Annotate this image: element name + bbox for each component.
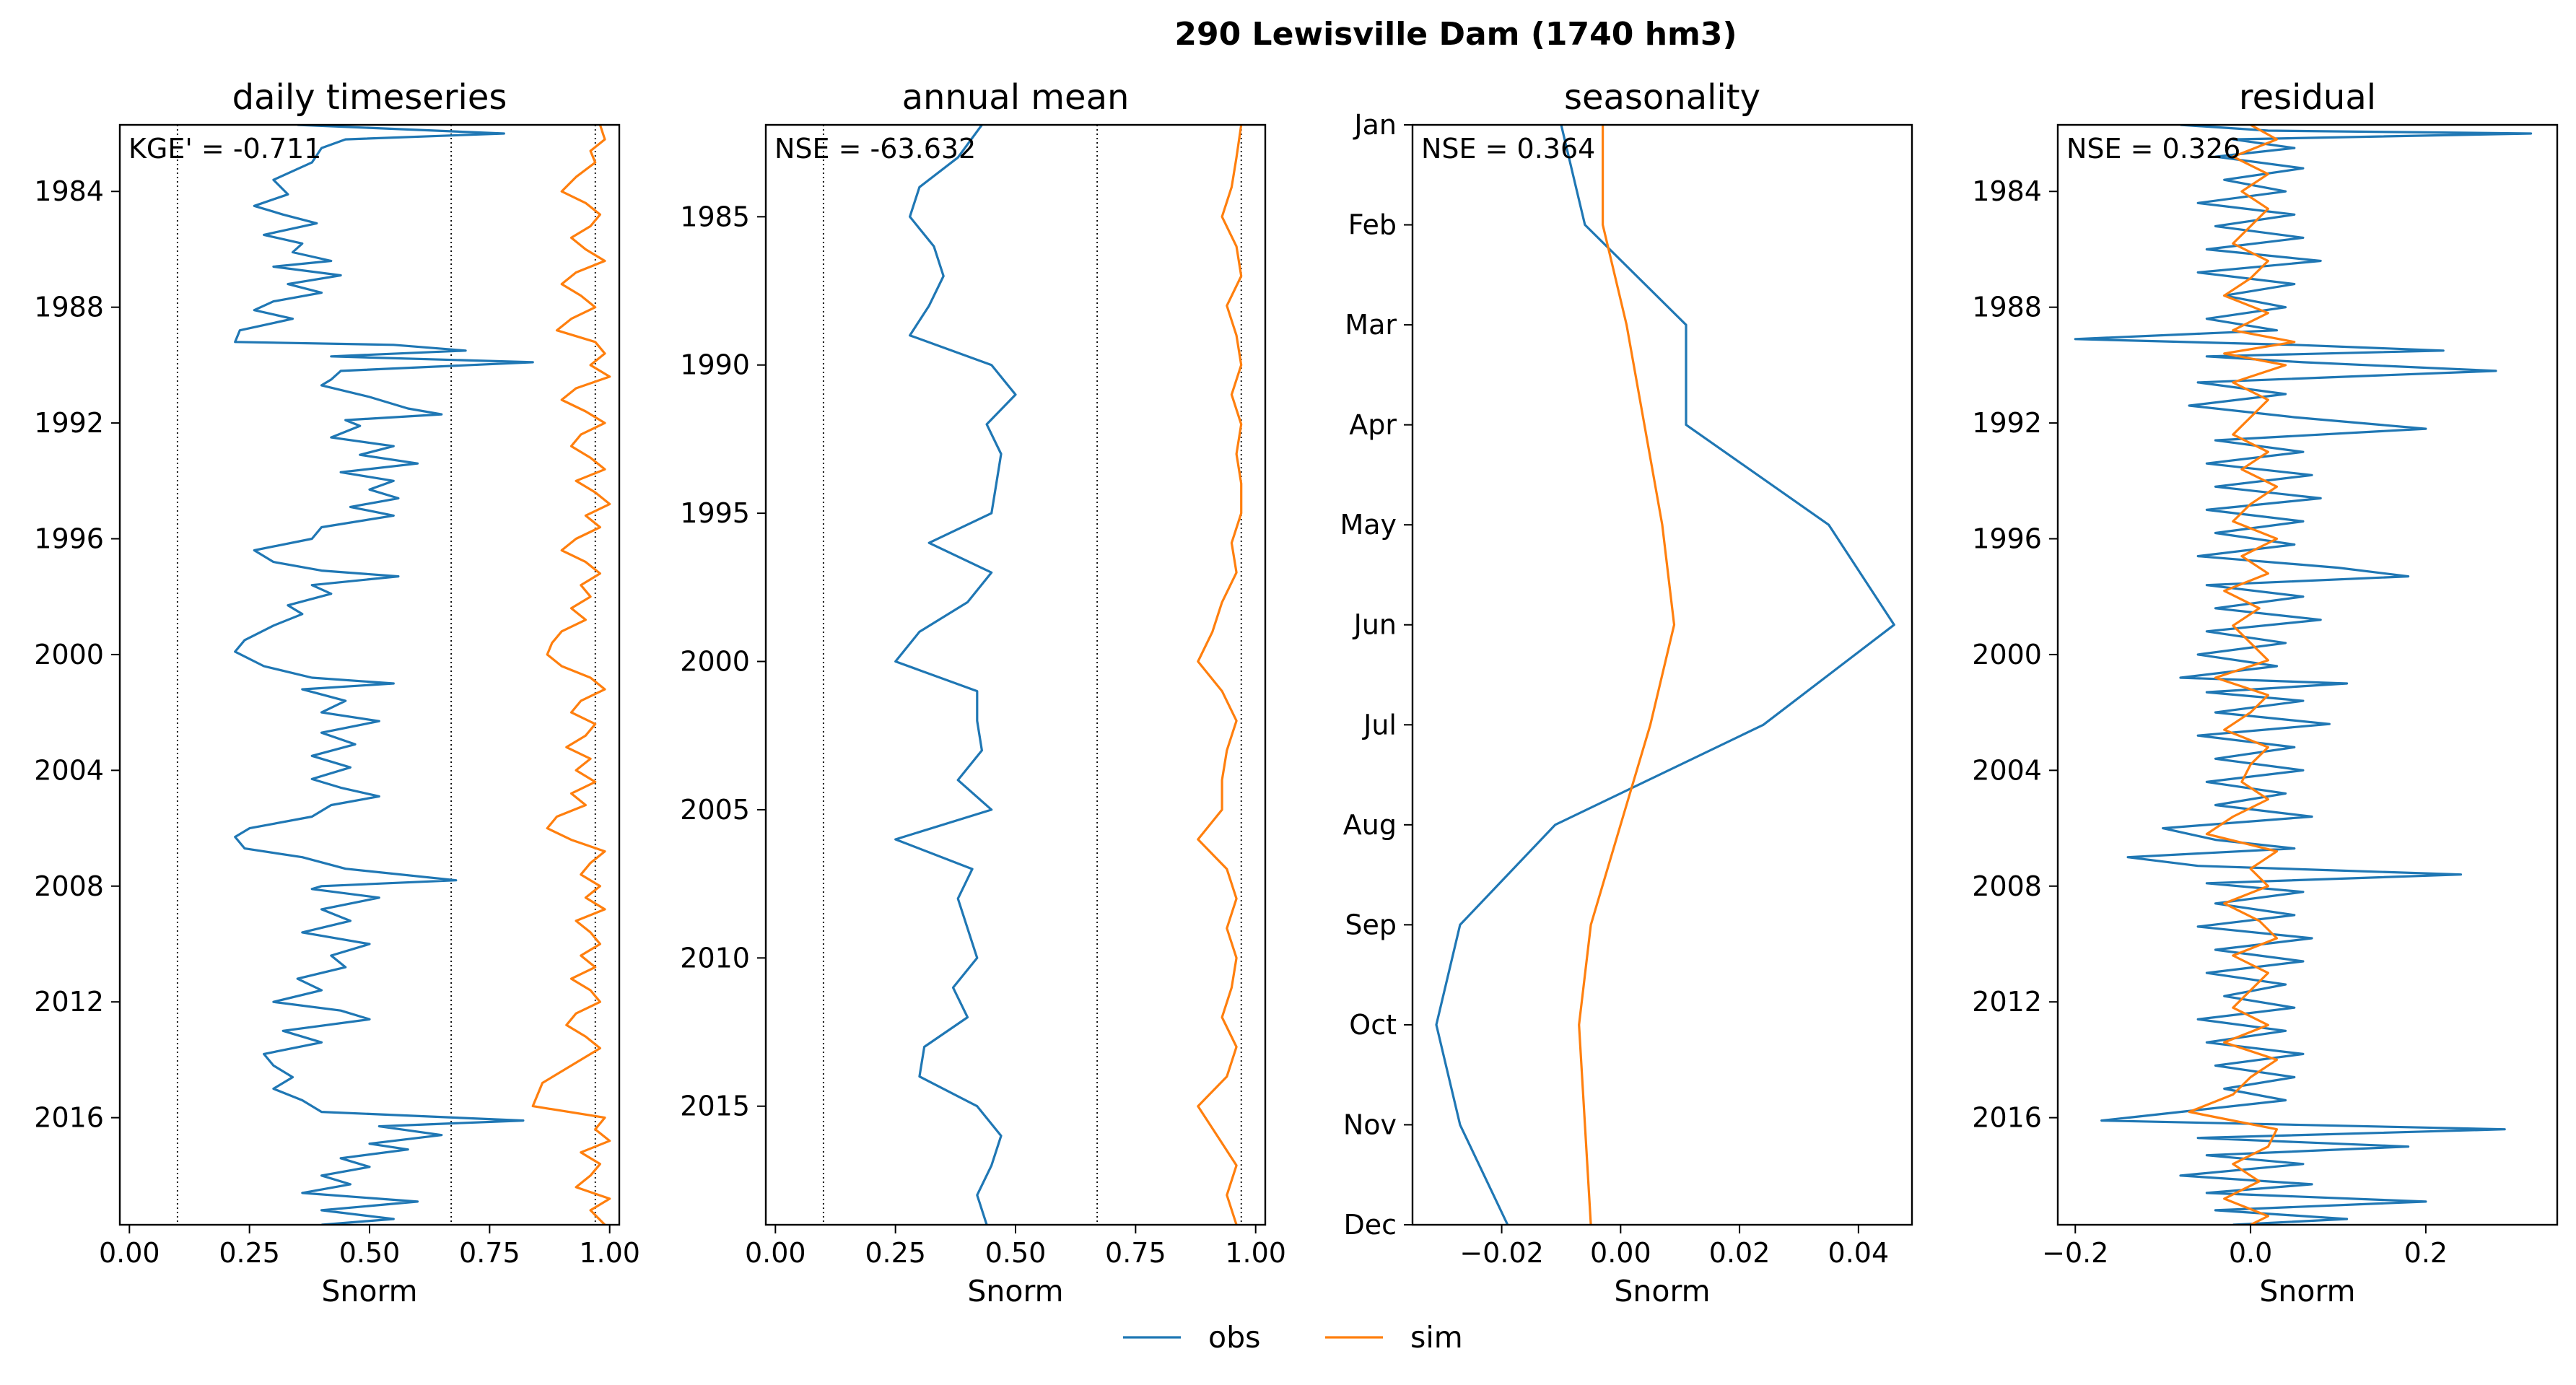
metric-annotation: NSE = 0.326 bbox=[2066, 133, 2240, 165]
series-line-obs bbox=[234, 125, 534, 1225]
y-tick-label: 1995 bbox=[680, 497, 750, 529]
y-tick-label: 1990 bbox=[680, 349, 750, 381]
x-tick-label: 0.75 bbox=[459, 1237, 520, 1269]
y-tick-label: Oct bbox=[1349, 1009, 1397, 1041]
y-tick-label: 2000 bbox=[680, 646, 750, 678]
series-line-obs bbox=[1435, 125, 1895, 1225]
x-tick-label: 0.04 bbox=[1828, 1237, 1890, 1269]
legend-label: obs bbox=[1208, 1320, 1260, 1355]
y-tick-label: 2016 bbox=[1972, 1102, 2042, 1134]
figure-suptitle: 290 Lewisville Dam (1740 hm3) bbox=[1174, 16, 1737, 53]
series-line-obs bbox=[894, 125, 1017, 1225]
x-tick-label: 0.02 bbox=[1709, 1237, 1771, 1269]
x-axis-label: Snorm bbox=[2259, 1274, 2355, 1308]
y-tick-label: Jan bbox=[1353, 109, 1397, 141]
axes-frame bbox=[2056, 123, 2559, 1226]
y-tick-label: 2015 bbox=[680, 1091, 750, 1122]
x-tick-label: 0.00 bbox=[745, 1237, 806, 1269]
legend: obs sim bbox=[1123, 1320, 1463, 1355]
x-tick-label: 0.00 bbox=[99, 1237, 160, 1269]
y-tick-label: 2012 bbox=[1972, 986, 2042, 1018]
series-line-sim bbox=[1578, 125, 1676, 1225]
y-tick-label: 1985 bbox=[680, 201, 750, 232]
y-tick-label: 1984 bbox=[34, 175, 104, 207]
panel-title: daily timeseries bbox=[232, 77, 507, 118]
y-tick-label: 2016 bbox=[34, 1102, 104, 1134]
panels: daily timeseries 0.00 0.25 0.50 0.75 1.00 1984… bbox=[34, 77, 2559, 1308]
y-tick-label: 2004 bbox=[1972, 754, 2042, 786]
panel-1: daily timeseries 0.00 0.25 0.50 0.75 1.00 1984… bbox=[34, 77, 640, 1308]
y-tick-label: 2008 bbox=[34, 870, 104, 902]
y-tick-label: 2004 bbox=[34, 754, 104, 786]
series-line-sim bbox=[531, 125, 611, 1225]
y-tick-label: 2008 bbox=[1972, 870, 2042, 902]
y-tick-label: 2000 bbox=[1972, 639, 2042, 670]
x-tick-label: 0.00 bbox=[1590, 1237, 1651, 1269]
y-tick-label: 2005 bbox=[680, 794, 750, 826]
x-tick-label: 0.75 bbox=[1105, 1237, 1166, 1269]
panel-2: annual mean 0.00 0.25 0.50 0.75 1.00 1985 1990 1… bbox=[680, 77, 1286, 1308]
panel-4: residual −0.2 0.0 0.2 1984 1988 1992 1996 2000 20… bbox=[1972, 77, 2559, 1308]
x-tick-label: 1.00 bbox=[1225, 1237, 1286, 1269]
legend-item-sim: sim bbox=[1325, 1320, 1463, 1355]
y-tick-label: 1988 bbox=[34, 292, 104, 323]
x-axis-label: Snorm bbox=[1614, 1274, 1710, 1308]
x-tick-label: 0.2 bbox=[2404, 1237, 2448, 1269]
legend-item-obs: obs bbox=[1123, 1320, 1260, 1355]
y-tick-label: Dec bbox=[1343, 1209, 1397, 1241]
x-tick-label: 0.50 bbox=[985, 1237, 1047, 1269]
x-tick-label: −0.2 bbox=[2042, 1237, 2108, 1269]
y-tick-label: 1992 bbox=[1972, 407, 2042, 439]
y-tick-label: Sep bbox=[1345, 909, 1397, 940]
y-tick-label: 1996 bbox=[34, 523, 104, 555]
y-tick-label: 1996 bbox=[1972, 523, 2042, 555]
y-tick-label: Jun bbox=[1353, 609, 1397, 641]
x-tick-label: −0.02 bbox=[1459, 1237, 1543, 1269]
series-group bbox=[894, 125, 1243, 1225]
panel-3: seasonality −0.02 0.00 0.02 0.04 Jan Feb Mar Apr… bbox=[1340, 77, 1913, 1308]
y-tick-label: Mar bbox=[1345, 309, 1397, 341]
legend-label: sim bbox=[1410, 1320, 1463, 1355]
y-tick-label: 2010 bbox=[680, 942, 750, 974]
y-tick-label: 1984 bbox=[1972, 175, 2042, 207]
y-tick-label: May bbox=[1340, 509, 1397, 541]
y-tick-label: Apr bbox=[1349, 409, 1397, 441]
metric-annotation: NSE = -63.632 bbox=[774, 133, 976, 165]
panel-title: annual mean bbox=[902, 77, 1130, 118]
x-axis-label: Snorm bbox=[321, 1274, 417, 1308]
y-tick-label: 1988 bbox=[1972, 292, 2042, 323]
metric-annotation: KGE' = -0.711 bbox=[128, 133, 321, 165]
y-tick-label: Aug bbox=[1343, 809, 1397, 841]
series-group bbox=[1435, 125, 1895, 1225]
series-line-sim bbox=[1197, 125, 1243, 1225]
x-tick-label: 1.00 bbox=[579, 1237, 640, 1269]
x-tick-label: 0.50 bbox=[339, 1237, 401, 1269]
y-tick-label: 2000 bbox=[34, 639, 104, 670]
panel-title: seasonality bbox=[1564, 77, 1760, 118]
metric-annotation: NSE = 0.364 bbox=[1421, 133, 1595, 165]
y-tick-label: Nov bbox=[1343, 1109, 1397, 1140]
series-line-sim bbox=[2188, 125, 2296, 1225]
y-tick-label: Feb bbox=[1348, 209, 1397, 241]
series-group bbox=[2074, 125, 2533, 1225]
x-tick-label: 0.25 bbox=[219, 1237, 280, 1269]
x-tick-label: 0.25 bbox=[865, 1237, 926, 1269]
x-axis-label: Snorm bbox=[967, 1274, 1063, 1308]
axes-frame bbox=[1411, 123, 1913, 1226]
x-tick-label: 0.0 bbox=[2229, 1237, 2272, 1269]
y-tick-label: 1992 bbox=[34, 407, 104, 439]
y-tick-label: 2012 bbox=[34, 986, 104, 1018]
y-tick-label: Jul bbox=[1362, 709, 1397, 740]
series-group bbox=[234, 125, 611, 1225]
panel-title: residual bbox=[2239, 77, 2376, 118]
